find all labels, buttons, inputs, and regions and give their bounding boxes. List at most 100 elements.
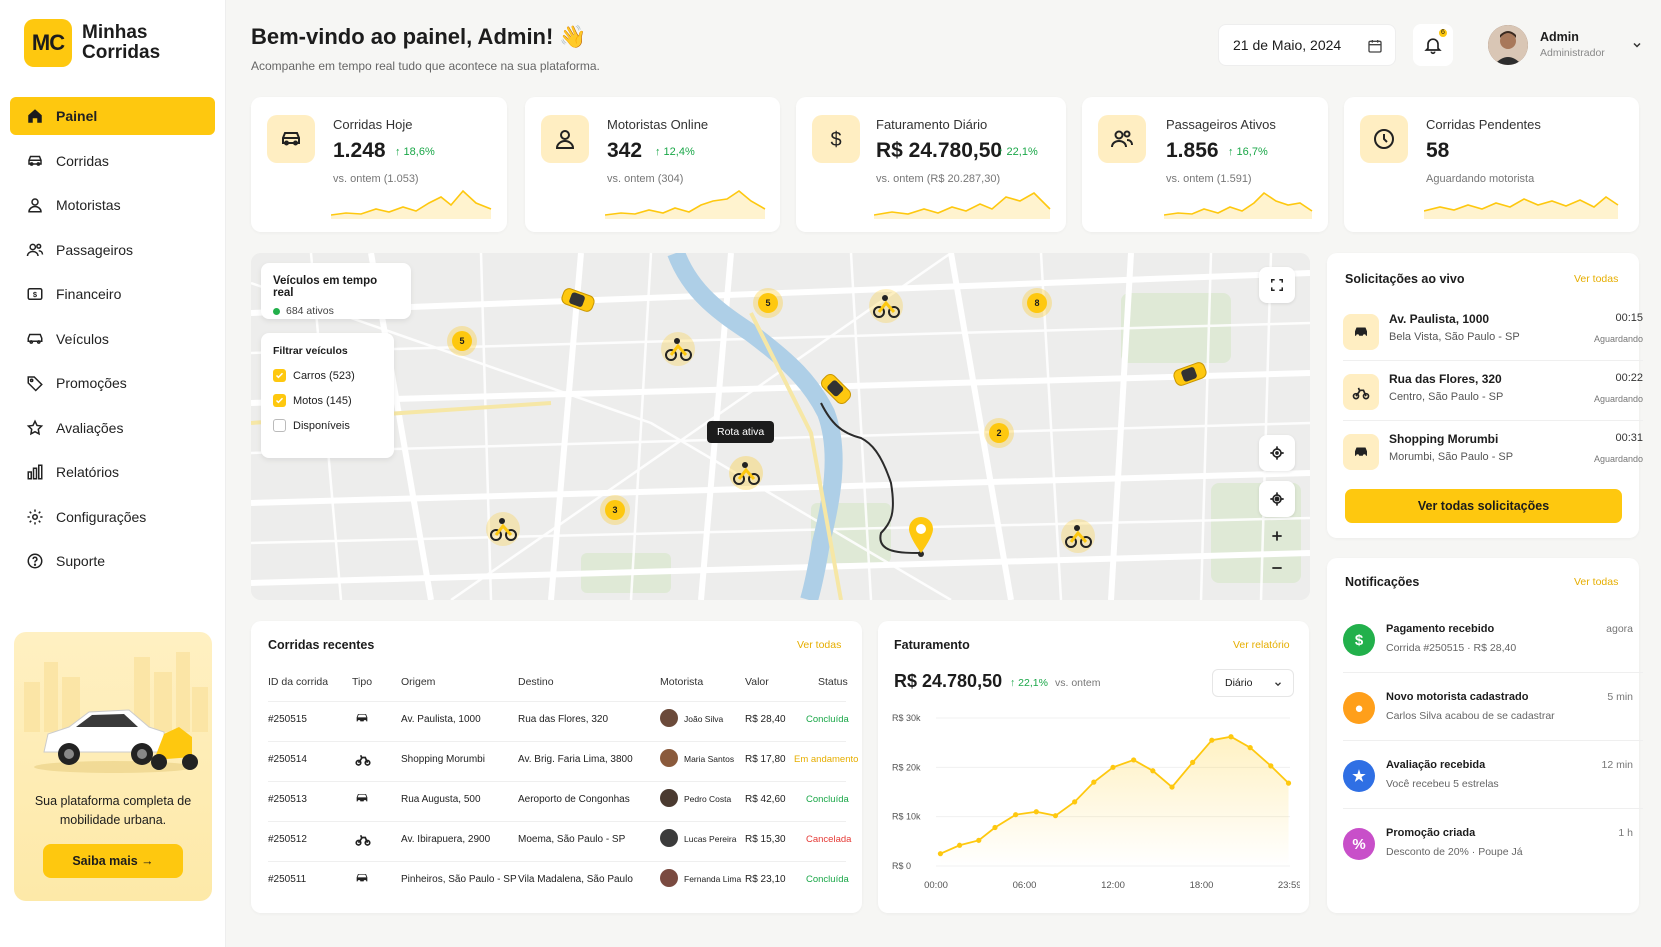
notifications-button[interactable]: 6 bbox=[1413, 24, 1453, 66]
ride-value: R$ 42,60 bbox=[745, 794, 786, 805]
svg-text:$: $ bbox=[830, 129, 841, 151]
locate-button[interactable] bbox=[1259, 435, 1295, 471]
destination-pin-icon[interactable] bbox=[906, 515, 936, 555]
stat-card-corridas[interactable]: Corridas Hoje 1.248 ↑ 18,6% vs. ontem (1… bbox=[251, 97, 507, 232]
stat-card-passageiros[interactable]: Passageiros Ativos 1.856 ↑ 16,7% vs. ont… bbox=[1082, 97, 1328, 232]
date-picker[interactable]: 21 de Maio, 2024 bbox=[1218, 24, 1396, 66]
car-marker-icon[interactable] bbox=[558, 285, 598, 315]
checkbox-checked-icon bbox=[273, 369, 286, 382]
sidebar-item-promocoes[interactable]: Promoções bbox=[10, 364, 215, 402]
vehicle-cluster[interactable]: 8 bbox=[1022, 288, 1052, 318]
divider bbox=[1343, 808, 1643, 809]
sidebar-item-corridas[interactable]: Corridas bbox=[10, 142, 215, 180]
notification-title: Novo motorista cadastrado bbox=[1386, 691, 1529, 703]
ride-id: #250515 bbox=[268, 714, 307, 725]
request-time: 00:22 bbox=[1615, 372, 1643, 384]
cluster-count: 5 bbox=[758, 293, 778, 313]
view-all-requests-button[interactable]: Ver todas solicitações bbox=[1345, 489, 1622, 523]
data-point bbox=[1091, 779, 1097, 785]
fullscreen-button[interactable] bbox=[1259, 267, 1295, 303]
ride-driver: Maria Santos bbox=[684, 754, 735, 764]
sidebar-item-passageiros[interactable]: Passageiros bbox=[10, 231, 215, 269]
motorcycle-marker-icon[interactable] bbox=[729, 456, 763, 490]
table-header-col-status: Status bbox=[818, 676, 848, 688]
stat-change: ↑ 12,4% bbox=[655, 146, 695, 158]
vehicle-cluster[interactable]: 3 bbox=[600, 495, 630, 525]
sidebar-item-financeiro[interactable]: $ Financeiro bbox=[10, 275, 215, 313]
promo-text: Sua plataforma completa de mobilidade ur… bbox=[34, 794, 192, 827]
data-point bbox=[1110, 764, 1116, 770]
vehicle-cluster[interactable]: 5 bbox=[447, 326, 477, 356]
motorcycle-icon bbox=[354, 830, 372, 851]
filter-cars-checkbox[interactable]: Carros (523) bbox=[273, 369, 382, 382]
ride-id: #250511 bbox=[268, 874, 307, 885]
request-item[interactable]: Av. Paulista, 1000 Bela Vista, São Paulo… bbox=[1343, 306, 1643, 364]
period-select[interactable]: Diário bbox=[1212, 669, 1294, 697]
sidebar-item-motoristas[interactable]: Motoristas bbox=[10, 186, 215, 224]
recent-rides-panel bbox=[251, 621, 862, 913]
clock-icon bbox=[1374, 129, 1394, 149]
sidebar-item-avaliacoes[interactable]: Avaliações bbox=[10, 409, 215, 447]
calendar-icon bbox=[1368, 40, 1382, 53]
tag-icon bbox=[27, 376, 43, 392]
request-status: Aguardando bbox=[1593, 454, 1643, 464]
notification-item[interactable]: ● Novo motorista cadastrado Carlos Silva… bbox=[1343, 686, 1643, 744]
data-point bbox=[1247, 745, 1253, 751]
cluster-count: 8 bbox=[1027, 293, 1047, 313]
ride-id: #250514 bbox=[268, 754, 307, 765]
notification-item[interactable]: % Promoção criada Desconto de 20% · Poup… bbox=[1343, 822, 1643, 880]
logo-badge: MC bbox=[24, 19, 72, 67]
filter-motos-checkbox[interactable]: Motos (145) bbox=[273, 394, 382, 407]
realtime-vehicles-card: Veículos em tempo real 684 ativos bbox=[261, 263, 411, 319]
motorcycle-marker-icon[interactable] bbox=[661, 332, 695, 366]
zoom-out-button[interactable] bbox=[1259, 550, 1295, 586]
zoom-in-button[interactable] bbox=[1259, 518, 1295, 554]
view-all-rides-link[interactable]: Ver todas bbox=[797, 639, 842, 651]
sidebar-item-veiculos[interactable]: Veículos bbox=[10, 320, 215, 358]
sidebar-item-relatorios[interactable]: Relatórios bbox=[10, 453, 215, 491]
y-tick-label: R$ 20k bbox=[892, 762, 921, 772]
car-marker-icon[interactable] bbox=[1170, 359, 1210, 389]
motorcycle-marker-icon[interactable] bbox=[486, 512, 520, 546]
notification-time: 12 min bbox=[1601, 759, 1633, 771]
stat-card-motoristas[interactable]: Motoristas Online 342 ↑ 12,4% vs. ontem … bbox=[525, 97, 780, 232]
view-report-link[interactable]: Ver relatório bbox=[1233, 639, 1290, 651]
sidebar-item-suporte[interactable]: Suporte bbox=[10, 542, 215, 580]
revenue-chart: R$ 0 R$ 10k R$ 20k R$ 30k 00:00 06:00 12:00 18:… bbox=[892, 713, 1300, 891]
sidebar-item-label: Avaliações bbox=[56, 419, 124, 436]
money-icon: $ bbox=[27, 288, 43, 300]
vehicle-cluster[interactable]: 2 bbox=[984, 418, 1014, 448]
user-menu[interactable]: Admin Administrador bbox=[1488, 24, 1643, 66]
request-item[interactable]: Rua das Flores, 320 Centro, São Paulo - … bbox=[1343, 366, 1643, 424]
motorcycle-marker-icon[interactable] bbox=[869, 289, 903, 323]
filter-title: Filtrar veículos bbox=[273, 345, 348, 357]
ride-destination: Av. Brig. Faria Lima, 3800 bbox=[518, 754, 633, 765]
ride-value: R$ 28,40 bbox=[745, 714, 786, 725]
learn-more-button[interactable]: Saiba mais → bbox=[43, 844, 183, 878]
stat-card-faturamento[interactable]: $ Faturamento Diário R$ 24.780,50 ↑ 22,1… bbox=[796, 97, 1066, 232]
live-map[interactable]: Veículos em tempo real 684 ativos Filtra… bbox=[251, 253, 1310, 600]
motorcycle-marker-icon[interactable] bbox=[1061, 519, 1095, 553]
plus-icon bbox=[1272, 531, 1282, 541]
sidebar-item-painel[interactable]: Painel bbox=[10, 97, 215, 135]
vehicle-cluster[interactable]: 5 bbox=[753, 288, 783, 318]
notification-item[interactable]: ★ Avaliação recebida Você recebeu 5 estr… bbox=[1343, 754, 1643, 812]
ride-driver: Lucas Pereira bbox=[684, 834, 737, 844]
sparkline bbox=[1164, 191, 1313, 219]
view-all-requests-link[interactable]: Ver todas bbox=[1574, 273, 1619, 285]
recenter-button[interactable] bbox=[1259, 481, 1295, 517]
notification-item[interactable]: $ Pagamento recebido Corrida #250515 · R… bbox=[1343, 618, 1643, 676]
ride-status: Concluída bbox=[806, 714, 849, 725]
star-icon bbox=[26, 419, 44, 435]
stat-card-pendentes[interactable]: Corridas Pendentes 58 Aguardando motoris… bbox=[1344, 97, 1639, 232]
divider bbox=[1343, 360, 1643, 361]
filter-available-checkbox[interactable]: Disponíveis bbox=[273, 419, 382, 432]
logo[interactable]: MC Minhas Corridas bbox=[24, 19, 202, 67]
y-tick-label: R$ 30k bbox=[892, 713, 921, 723]
car-marker-icon[interactable] bbox=[816, 369, 856, 409]
car-icon bbox=[354, 710, 370, 729]
view-all-notifications-link[interactable]: Ver todas bbox=[1574, 576, 1619, 588]
request-item[interactable]: Shopping Morumbi Morumbi, São Paulo - SP… bbox=[1343, 426, 1643, 484]
sidebar-item-configuracoes[interactable]: Configurações bbox=[10, 498, 215, 536]
revenue-compare: vs. ontem bbox=[1055, 677, 1101, 689]
